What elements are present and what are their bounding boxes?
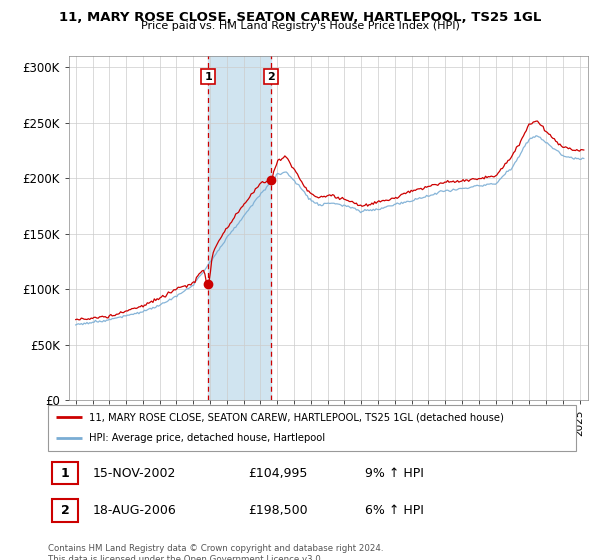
Text: £198,500: £198,500 <box>248 505 308 517</box>
FancyBboxPatch shape <box>48 405 576 451</box>
Text: 11, MARY ROSE CLOSE, SEATON CAREW, HARTLEPOOL, TS25 1GL: 11, MARY ROSE CLOSE, SEATON CAREW, HARTL… <box>59 11 541 24</box>
Bar <box>208 56 271 400</box>
Text: 9% ↑ HPI: 9% ↑ HPI <box>365 466 424 479</box>
Text: 11, MARY ROSE CLOSE, SEATON CAREW, HARTLEPOOL, TS25 1GL (detached house): 11, MARY ROSE CLOSE, SEATON CAREW, HARTL… <box>89 412 504 422</box>
Text: HPI: Average price, detached house, Hartlepool: HPI: Average price, detached house, Hart… <box>89 433 325 444</box>
Text: Contains HM Land Registry data © Crown copyright and database right 2024.
This d: Contains HM Land Registry data © Crown c… <box>48 544 383 560</box>
Text: 15-NOV-2002: 15-NOV-2002 <box>93 466 176 479</box>
Text: Price paid vs. HM Land Registry's House Price Index (HPI): Price paid vs. HM Land Registry's House … <box>140 21 460 31</box>
FancyBboxPatch shape <box>52 461 77 484</box>
Text: £104,995: £104,995 <box>248 466 308 479</box>
Text: 6% ↑ HPI: 6% ↑ HPI <box>365 505 424 517</box>
Text: 1: 1 <box>61 466 69 479</box>
Text: 1: 1 <box>204 72 212 82</box>
FancyBboxPatch shape <box>52 500 77 522</box>
Text: 2: 2 <box>61 505 69 517</box>
Text: 2: 2 <box>267 72 275 82</box>
Text: 18-AUG-2006: 18-AUG-2006 <box>93 505 176 517</box>
